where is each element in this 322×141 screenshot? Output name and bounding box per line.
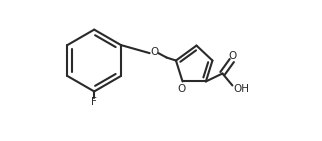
Text: O: O xyxy=(150,47,158,57)
Text: F: F xyxy=(91,97,97,107)
Text: OH: OH xyxy=(234,84,250,94)
Text: O: O xyxy=(229,50,237,60)
Text: O: O xyxy=(177,84,186,94)
